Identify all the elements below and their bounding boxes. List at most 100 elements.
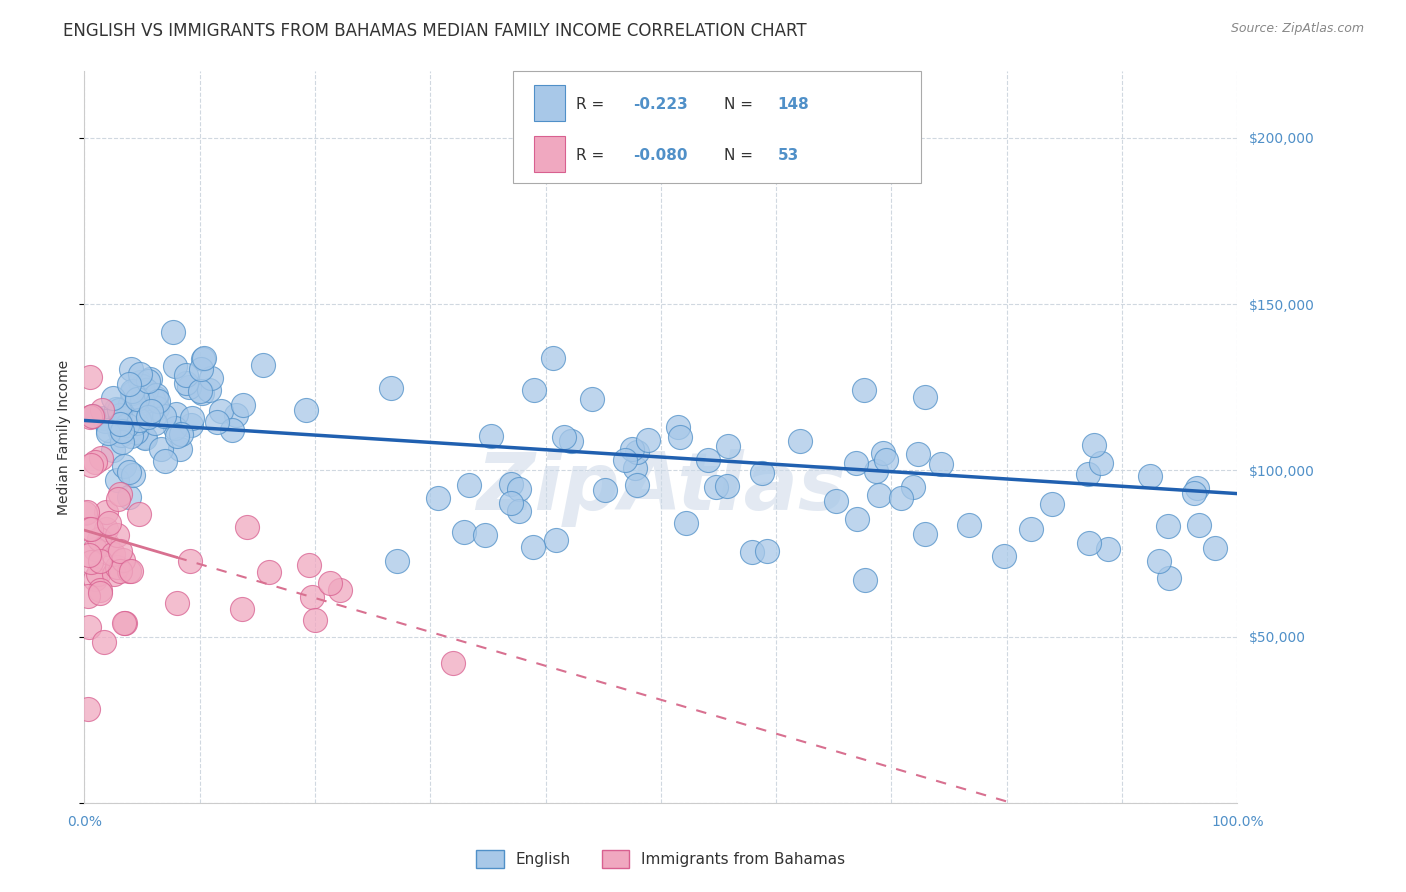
Point xyxy=(79,458,101,473)
Point xyxy=(914,527,936,541)
Point xyxy=(166,428,188,442)
Y-axis label: Median Family Income: Median Family Income xyxy=(58,359,72,515)
Point xyxy=(427,491,450,505)
Point xyxy=(124,425,146,439)
Point xyxy=(441,656,464,670)
Point xyxy=(128,508,150,522)
Text: -0.223: -0.223 xyxy=(633,97,688,112)
Point xyxy=(304,613,326,627)
Point xyxy=(179,553,201,567)
Point xyxy=(380,381,402,395)
Point xyxy=(458,478,481,492)
Point xyxy=(914,390,936,404)
Point xyxy=(1185,481,1208,495)
Point xyxy=(128,367,150,381)
Point xyxy=(87,567,110,582)
Point xyxy=(101,442,124,457)
Point xyxy=(165,421,187,435)
Point xyxy=(142,392,165,406)
Point xyxy=(301,590,323,604)
Point xyxy=(143,416,166,430)
Point xyxy=(105,528,128,542)
Point xyxy=(385,554,408,568)
Point xyxy=(118,397,141,411)
Point xyxy=(115,411,138,425)
Point xyxy=(136,374,159,388)
Point xyxy=(1040,497,1063,511)
Point xyxy=(453,524,475,539)
Point xyxy=(1182,486,1205,500)
Point xyxy=(112,615,135,630)
Point xyxy=(110,417,132,432)
Point xyxy=(231,602,253,616)
Point xyxy=(993,549,1015,563)
Point xyxy=(169,442,191,457)
Point xyxy=(76,590,98,604)
Point xyxy=(957,518,980,533)
Point xyxy=(152,409,174,423)
Point xyxy=(135,383,157,397)
Point xyxy=(298,558,321,573)
Text: ENGLISH VS IMMIGRANTS FROM BAHAMAS MEDIAN FAMILY INCOME CORRELATION CHART: ENGLISH VS IMMIGRANTS FROM BAHAMAS MEDIA… xyxy=(63,22,807,40)
Point xyxy=(541,351,564,365)
Point xyxy=(200,371,222,385)
Text: R =: R = xyxy=(576,97,610,112)
Point xyxy=(236,520,259,534)
Point xyxy=(481,429,503,443)
Point xyxy=(1083,438,1105,452)
Point xyxy=(907,447,929,461)
Point xyxy=(329,583,352,598)
Point xyxy=(872,446,894,460)
Legend: English, Immigrants from Bahamas: English, Immigrants from Bahamas xyxy=(468,843,853,876)
Point xyxy=(706,480,728,494)
Point xyxy=(295,403,318,417)
Point xyxy=(626,478,648,492)
Point xyxy=(499,496,522,510)
Point xyxy=(205,415,228,429)
Point xyxy=(613,452,636,467)
Point xyxy=(581,392,603,407)
Point xyxy=(125,416,148,430)
Point xyxy=(669,430,692,444)
Point xyxy=(131,379,153,393)
Point xyxy=(626,445,648,459)
Point xyxy=(83,572,105,586)
Point xyxy=(114,615,136,630)
Point xyxy=(77,620,100,634)
Point xyxy=(107,492,129,507)
Point xyxy=(110,428,132,442)
Point xyxy=(110,544,132,558)
Point xyxy=(845,512,868,526)
Point xyxy=(90,451,112,466)
Point xyxy=(139,372,162,386)
Point xyxy=(174,376,197,391)
Point xyxy=(252,358,274,372)
Point xyxy=(165,407,187,421)
Point xyxy=(508,504,530,518)
Point xyxy=(901,480,924,494)
Point xyxy=(128,375,150,389)
Point xyxy=(1077,536,1099,550)
Point xyxy=(1097,541,1119,556)
Point xyxy=(145,388,167,402)
Text: Source: ZipAtlas.com: Source: ZipAtlas.com xyxy=(1230,22,1364,36)
Point xyxy=(697,453,720,467)
Point xyxy=(108,424,131,438)
Point xyxy=(188,384,211,398)
Point xyxy=(929,457,952,471)
Point xyxy=(1157,519,1180,533)
Point xyxy=(162,325,184,339)
Point xyxy=(145,392,167,406)
Point xyxy=(77,702,100,716)
Point xyxy=(741,544,763,558)
Point xyxy=(675,516,697,531)
Point xyxy=(118,490,141,504)
Point xyxy=(225,408,247,422)
Point xyxy=(75,506,97,520)
Point xyxy=(716,479,738,493)
Point xyxy=(198,383,221,397)
Point xyxy=(155,453,177,467)
Point xyxy=(103,566,125,581)
Point xyxy=(101,547,124,561)
Point xyxy=(593,483,616,497)
